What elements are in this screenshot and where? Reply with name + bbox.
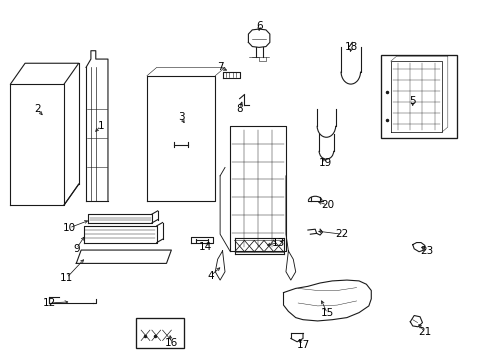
Text: 19: 19 (318, 158, 331, 168)
Text: 23: 23 (420, 246, 433, 256)
Text: 11: 11 (60, 273, 73, 283)
Text: 8: 8 (236, 104, 243, 114)
Text: 7: 7 (216, 62, 223, 72)
Text: 20: 20 (320, 200, 333, 210)
Text: 10: 10 (62, 223, 75, 233)
Text: 14: 14 (199, 242, 212, 252)
Text: 3: 3 (178, 112, 184, 122)
Text: 17: 17 (296, 340, 309, 350)
Bar (136, 319, 183, 348)
Text: 1: 1 (97, 121, 104, 131)
Text: 6: 6 (255, 21, 262, 31)
Text: 9: 9 (73, 244, 80, 254)
Text: 5: 5 (408, 96, 415, 106)
Text: 13: 13 (271, 238, 285, 248)
Text: 16: 16 (164, 338, 178, 348)
Text: 21: 21 (417, 327, 430, 337)
Text: 22: 22 (335, 229, 348, 239)
Text: 18: 18 (345, 41, 358, 51)
Text: 2: 2 (34, 104, 41, 114)
Text: 15: 15 (320, 309, 333, 319)
Text: 4: 4 (206, 271, 213, 281)
Bar (380, 55, 456, 138)
Text: 12: 12 (43, 298, 56, 308)
